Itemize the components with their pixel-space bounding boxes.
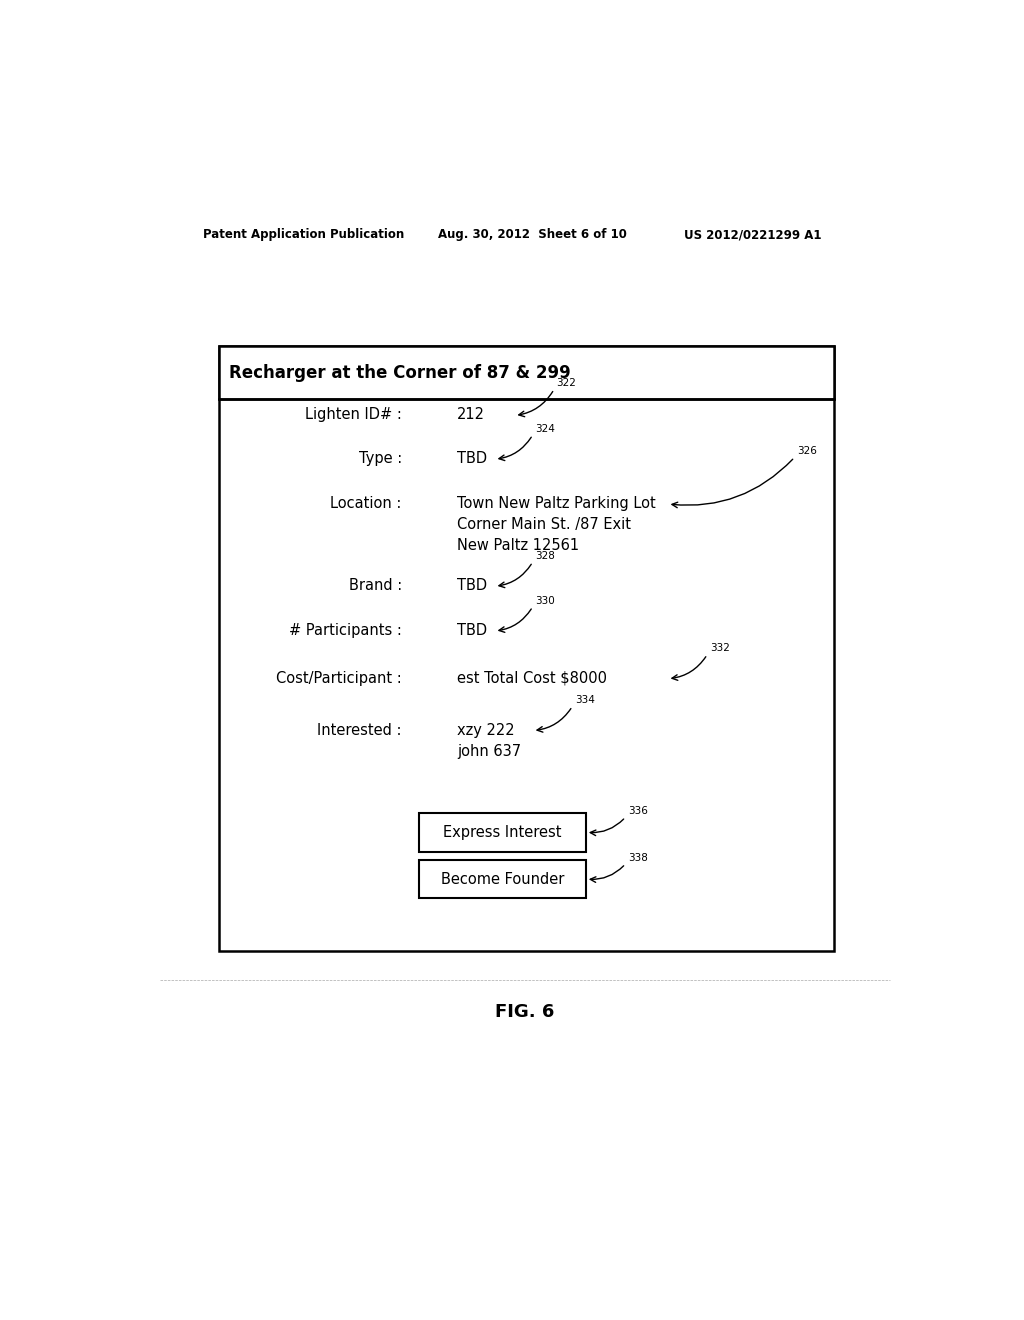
Text: 324: 324	[536, 424, 555, 434]
Text: Town New Paltz Parking Lot
Corner Main St. /87 Exit
New Paltz 12561: Town New Paltz Parking Lot Corner Main S…	[458, 496, 656, 553]
Text: Interested :: Interested :	[317, 722, 401, 738]
Text: 334: 334	[574, 696, 595, 705]
Text: est Total Cost $8000: est Total Cost $8000	[458, 671, 607, 685]
Text: # Participants :: # Participants :	[289, 623, 401, 638]
Text: Brand :: Brand :	[348, 578, 401, 593]
Text: TBD: TBD	[458, 623, 487, 638]
Bar	[419, 813, 586, 851]
Bar	[419, 859, 586, 899]
Text: Express Interest: Express Interest	[443, 825, 562, 840]
Text: Type :: Type :	[358, 451, 401, 466]
Text: 328: 328	[536, 550, 555, 561]
Text: 332: 332	[710, 643, 729, 653]
Text: TBD: TBD	[458, 578, 487, 593]
Text: FIG. 6: FIG. 6	[496, 1003, 554, 1022]
Text: 322: 322	[557, 378, 577, 388]
Text: 336: 336	[628, 807, 648, 816]
Text: 326: 326	[797, 446, 817, 457]
Text: 330: 330	[536, 595, 555, 606]
Text: Recharger at the Corner of 87 & 299: Recharger at the Corner of 87 & 299	[228, 364, 570, 381]
Text: Lighten ID# :: Lighten ID# :	[305, 408, 401, 422]
Text: Aug. 30, 2012  Sheet 6 of 10: Aug. 30, 2012 Sheet 6 of 10	[437, 228, 627, 242]
Text: Become Founder: Become Founder	[441, 871, 564, 887]
Text: Location :: Location :	[331, 496, 401, 511]
Text: Cost/Participant :: Cost/Participant :	[276, 671, 401, 685]
Bar	[219, 346, 835, 399]
Text: 212: 212	[458, 408, 485, 422]
Text: 338: 338	[628, 853, 648, 863]
Text: Patent Application Publication: Patent Application Publication	[204, 228, 404, 242]
Text: xzy 222
john 637: xzy 222 john 637	[458, 722, 521, 759]
Text: US 2012/0221299 A1: US 2012/0221299 A1	[684, 228, 821, 242]
Text: TBD: TBD	[458, 451, 487, 466]
Bar	[219, 346, 835, 952]
